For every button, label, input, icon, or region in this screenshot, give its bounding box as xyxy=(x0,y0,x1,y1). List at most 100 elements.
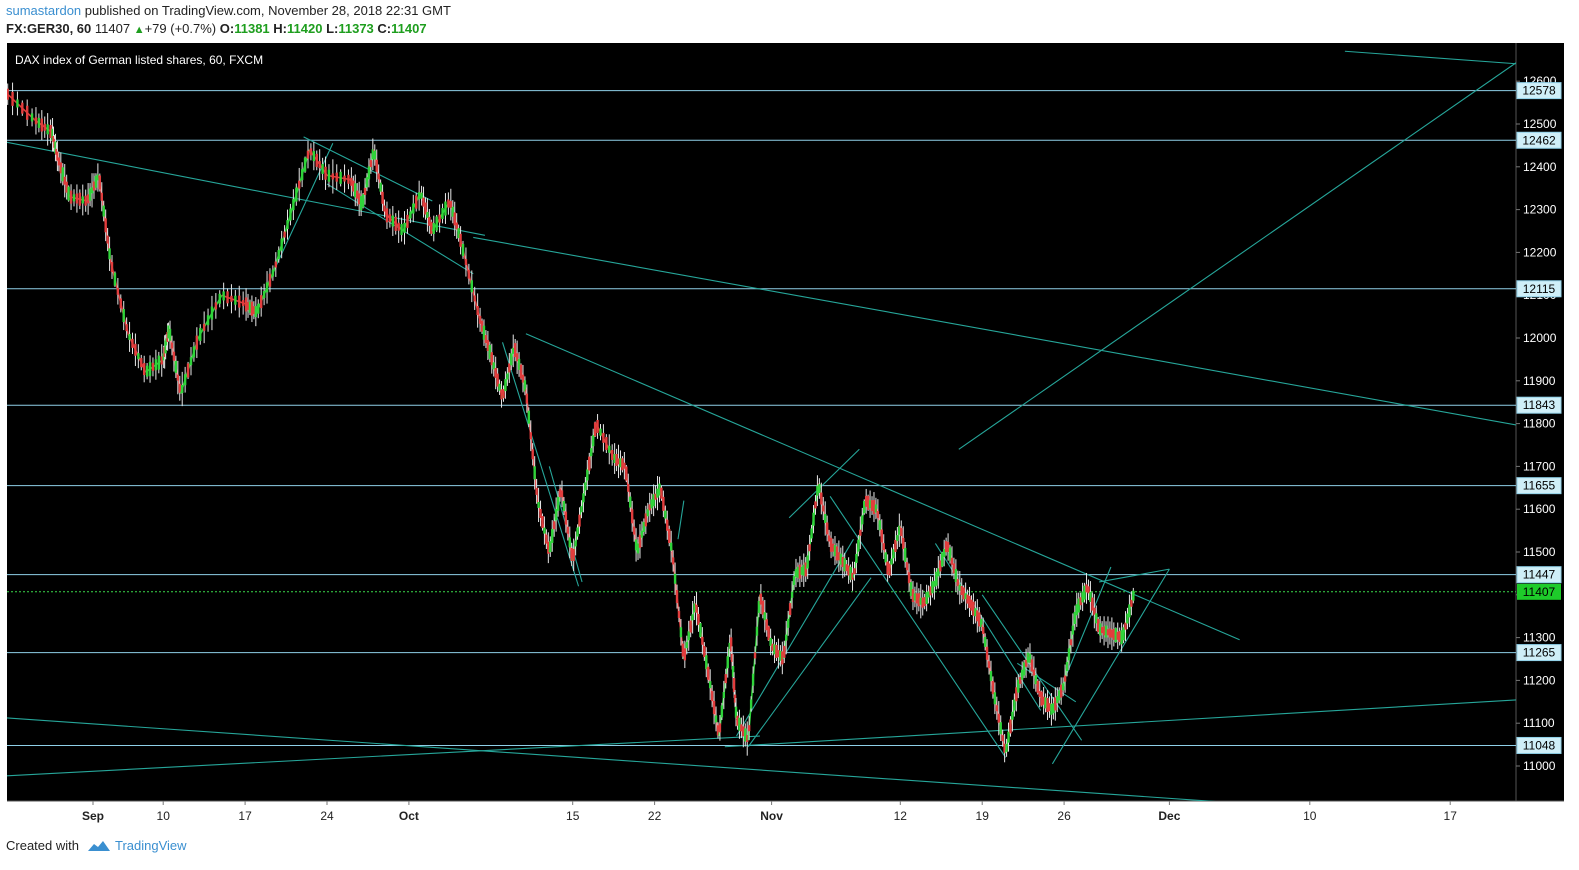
trend-line[interactable] xyxy=(788,448,860,519)
candle-body xyxy=(751,673,755,686)
candle-body xyxy=(568,537,571,548)
candle-body xyxy=(1110,629,1114,638)
candle-body xyxy=(457,228,460,239)
candle-body xyxy=(531,449,534,460)
trend-line[interactable] xyxy=(501,342,580,587)
y-tick-label: 11300 xyxy=(1523,631,1556,645)
price-axis[interactable] xyxy=(1516,43,1564,801)
candle-body xyxy=(154,359,158,371)
candle-body xyxy=(359,196,363,211)
candle-body xyxy=(851,572,854,580)
candle-body xyxy=(25,105,29,120)
candle-body xyxy=(1022,662,1026,676)
candle-body xyxy=(277,250,280,260)
price-segment xyxy=(1063,611,1077,685)
candle-body xyxy=(110,262,114,273)
candle-body xyxy=(375,159,378,172)
candle-body xyxy=(629,496,632,508)
candle-body xyxy=(615,453,618,466)
candle-body xyxy=(174,360,178,373)
candle-body xyxy=(286,220,289,230)
candle-body xyxy=(383,205,386,212)
candle-body xyxy=(997,713,1000,723)
candle-body xyxy=(980,618,983,627)
candle-body xyxy=(1030,659,1034,672)
candle-body xyxy=(983,636,987,647)
candle-body xyxy=(257,303,260,314)
candle-body xyxy=(802,564,805,576)
candle-body xyxy=(504,379,507,392)
candle-body xyxy=(43,123,46,131)
trend-line[interactable] xyxy=(1344,50,1521,65)
candle-body xyxy=(37,117,41,128)
trend-line[interactable] xyxy=(1063,566,1112,681)
trend-line[interactable] xyxy=(0,735,760,777)
plot-area[interactable] xyxy=(7,43,1516,801)
candle-body xyxy=(426,211,429,218)
candle-body xyxy=(453,212,456,226)
candle-body xyxy=(972,601,975,616)
trend-line[interactable] xyxy=(724,699,1521,748)
level-label: 12578 xyxy=(1516,82,1562,100)
candle-body xyxy=(1058,690,1061,701)
candle-body xyxy=(1063,675,1067,682)
candle-body xyxy=(562,500,566,511)
candle-body xyxy=(98,175,102,190)
candle-body xyxy=(473,295,476,302)
candle-body xyxy=(482,325,486,340)
x-tick-label: 10 xyxy=(1303,809,1317,823)
trend-line[interactable] xyxy=(677,500,685,540)
trend-line[interactable] xyxy=(1099,568,1170,583)
candle-body xyxy=(952,563,956,574)
candle-body xyxy=(137,353,140,360)
candle-body xyxy=(738,717,741,731)
trend-line[interactable] xyxy=(747,577,872,748)
candle-body xyxy=(371,149,375,160)
candle-body xyxy=(444,201,447,216)
candle-body xyxy=(1007,731,1010,743)
candle-body xyxy=(238,295,241,308)
price-segment xyxy=(273,209,293,270)
trend-line[interactable] xyxy=(1051,568,1170,765)
trend-line[interactable] xyxy=(0,717,1228,803)
candle-body xyxy=(731,665,735,677)
candle-body xyxy=(673,573,677,584)
candle-body xyxy=(878,520,882,531)
trend-line[interactable] xyxy=(736,538,854,737)
tradingview-link[interactable]: TradingView xyxy=(114,838,187,853)
candle-body xyxy=(451,206,454,217)
candle-body xyxy=(691,614,694,621)
candle-body xyxy=(970,599,973,611)
trend-line[interactable] xyxy=(1016,662,1077,703)
price-segment xyxy=(782,573,796,660)
price-segment xyxy=(431,200,451,232)
candle-body xyxy=(167,325,170,339)
candle-body xyxy=(397,222,400,231)
candle-body xyxy=(960,586,963,596)
candle-body xyxy=(11,91,14,106)
candle-body xyxy=(829,537,833,552)
y-tick-label: 11200 xyxy=(1523,673,1556,687)
level-label: 11265 xyxy=(1516,644,1562,662)
author-link[interactable]: sumastardon xyxy=(6,3,82,18)
candle-body xyxy=(974,608,977,617)
candle-body xyxy=(51,128,54,141)
candle-body xyxy=(529,432,532,440)
candle-body xyxy=(837,552,841,561)
candle-body xyxy=(707,666,710,680)
candle-body xyxy=(16,99,19,108)
candle-body xyxy=(765,619,768,631)
candle-body xyxy=(800,566,804,575)
candle-body xyxy=(113,272,117,286)
candle-body xyxy=(189,357,193,366)
price-segment xyxy=(145,358,164,373)
trend-line[interactable] xyxy=(473,236,1520,426)
candle-body xyxy=(683,648,687,661)
candle-body xyxy=(898,525,901,535)
candle-body xyxy=(966,594,969,604)
trend-line[interactable] xyxy=(525,333,1240,641)
trend-line[interactable] xyxy=(958,60,1521,450)
candle-body xyxy=(572,548,575,561)
trend-line[interactable] xyxy=(0,139,486,236)
